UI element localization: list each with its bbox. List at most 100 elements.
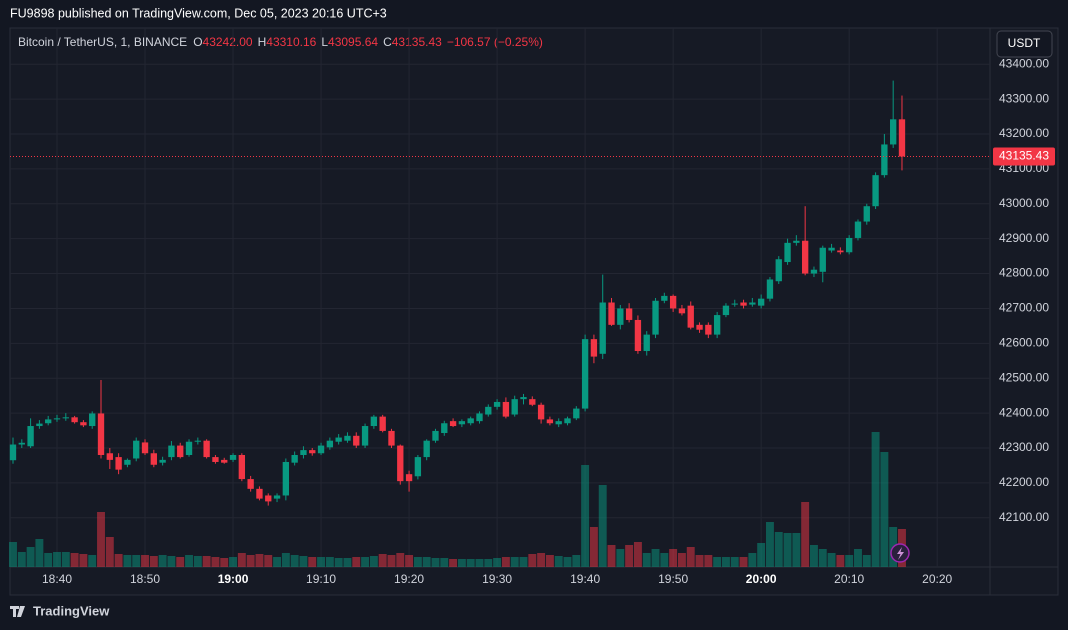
candle-body xyxy=(511,399,518,415)
volume-bar xyxy=(9,542,17,567)
candle-body xyxy=(564,418,571,424)
volume-bar xyxy=(220,558,229,567)
candle-body xyxy=(27,426,34,447)
candle-body xyxy=(344,435,351,441)
volume-bar xyxy=(413,557,422,567)
candle-body xyxy=(476,413,483,422)
candle-body xyxy=(801,240,809,274)
volume-bar xyxy=(810,545,818,567)
candle-body xyxy=(9,444,17,461)
x-tick-label: 19:30 xyxy=(482,572,512,586)
volume-bar xyxy=(378,554,387,567)
volume-bar xyxy=(765,522,774,567)
ohlc-key: C xyxy=(383,35,392,49)
volume-bar xyxy=(246,555,255,567)
brand: TradingView xyxy=(33,603,110,618)
volume-bar xyxy=(537,553,546,567)
volume-bar xyxy=(475,559,484,567)
candle-body xyxy=(221,459,228,463)
volume-bar xyxy=(361,557,370,567)
candle-body xyxy=(810,269,818,274)
candle-body xyxy=(740,302,747,306)
volume-bar xyxy=(290,555,299,567)
candle-body xyxy=(757,298,765,306)
candle-body xyxy=(625,308,633,320)
candle-body xyxy=(441,423,448,434)
volume-bar xyxy=(387,555,396,567)
candle-body xyxy=(881,144,888,176)
y-tick-label: 42400.00 xyxy=(999,405,1049,419)
candle-body xyxy=(124,459,131,465)
candle-body xyxy=(432,430,439,441)
volume-bar xyxy=(721,557,730,567)
candle-body xyxy=(309,450,316,454)
candle-body xyxy=(846,237,853,253)
volume-bar xyxy=(264,555,273,567)
volume-bar xyxy=(633,542,642,567)
volume-bar xyxy=(273,557,282,567)
volume-bar xyxy=(35,539,44,567)
volume-bar xyxy=(774,532,783,567)
volume-bar xyxy=(581,465,590,567)
currency[interactable]: USDT xyxy=(1008,36,1041,50)
x-tick-label: 18:40 xyxy=(42,572,72,586)
candle-body xyxy=(291,454,298,463)
candle-body xyxy=(608,302,615,325)
y-tick-label: 42900.00 xyxy=(999,231,1049,245)
candle-body xyxy=(203,440,210,458)
candle-body xyxy=(678,308,686,314)
volume-bar xyxy=(792,533,801,567)
volume-bar xyxy=(211,557,220,567)
volume-bar xyxy=(686,547,695,567)
volume-bar xyxy=(457,559,466,567)
candle-body xyxy=(493,401,501,407)
candle-body xyxy=(185,441,193,455)
candle-body xyxy=(317,445,325,454)
volume-bar xyxy=(871,432,880,567)
candle-body xyxy=(669,295,677,309)
volume-bar xyxy=(70,553,79,567)
y-tick-label: 43000.00 xyxy=(999,196,1049,210)
volume-bar xyxy=(607,545,616,567)
volume-bar xyxy=(132,555,141,567)
candle-body xyxy=(581,339,589,409)
volume-bar xyxy=(431,558,440,567)
volume-bar xyxy=(757,543,766,567)
candle-body xyxy=(749,302,756,305)
candle-body xyxy=(247,479,254,489)
candle-body xyxy=(537,404,545,420)
candle-body xyxy=(265,495,272,502)
candle-body xyxy=(397,445,404,482)
volume-bar xyxy=(308,557,317,567)
candle-body xyxy=(53,418,61,420)
volume-bar xyxy=(695,555,704,567)
x-tick-label: 19:20 xyxy=(394,572,424,586)
candle-body xyxy=(18,442,25,445)
candle-body xyxy=(793,240,800,243)
candle-body xyxy=(159,459,166,463)
currency-button[interactable] xyxy=(996,30,1053,58)
candle-body xyxy=(546,419,554,424)
candle-body xyxy=(890,119,897,145)
candle-body xyxy=(837,250,844,253)
candle-body xyxy=(229,454,237,460)
candle-body xyxy=(141,442,149,454)
volume-bar xyxy=(554,556,563,567)
volume-bar xyxy=(862,555,871,567)
candle-body xyxy=(634,319,642,352)
candle-body xyxy=(617,308,624,325)
candle-body xyxy=(819,247,826,272)
candle-body xyxy=(449,421,457,427)
volume-bar xyxy=(466,559,475,567)
candle-body xyxy=(828,247,835,251)
ohlc-value: 43242.00 xyxy=(203,35,253,49)
volume-bar xyxy=(123,555,132,567)
volume-bar xyxy=(616,549,625,567)
y-tick-label: 42700.00 xyxy=(999,301,1049,315)
ohlc-key: O xyxy=(193,35,202,49)
volume-bar xyxy=(202,556,211,567)
y-tick-label: 42300.00 xyxy=(999,440,1049,454)
y-tick-label: 42200.00 xyxy=(999,475,1049,489)
